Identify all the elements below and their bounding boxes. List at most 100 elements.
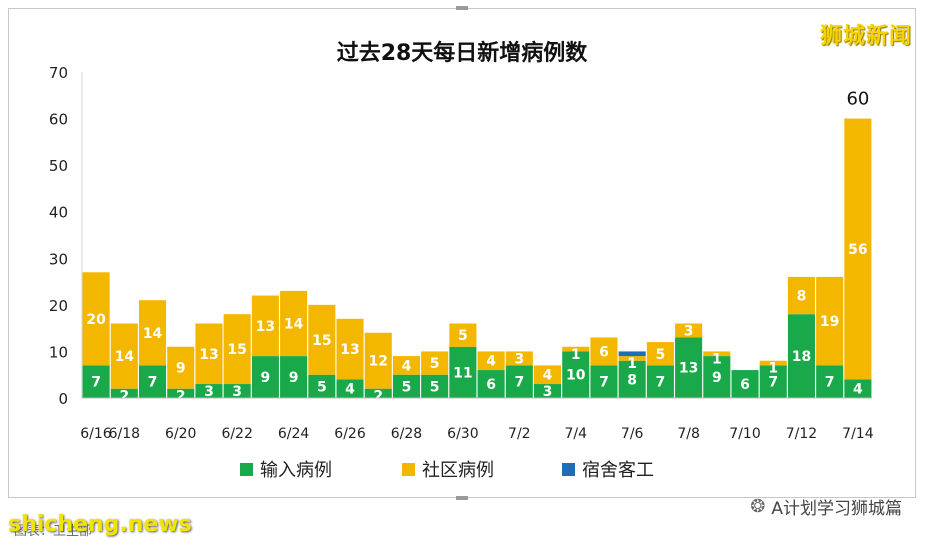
resize-handle-bottom[interactable] — [456, 496, 468, 500]
y-tick-label: 70 — [49, 64, 68, 82]
y-tick-label: 50 — [49, 157, 68, 175]
bars-group: 7202147142931331591391451541321254551156… — [82, 89, 872, 405]
bar-value-label: 8 — [797, 289, 807, 305]
y-tick-label: 0 — [58, 390, 68, 408]
legend-label: 社区病例 — [422, 460, 494, 481]
wechat-icon: ❂ — [750, 496, 766, 517]
bar-value-label: 1 — [712, 351, 722, 367]
site-watermark: shicheng.news — [8, 512, 192, 537]
brand-logo-text: 狮城新闻 — [819, 24, 912, 49]
bar-value-label: 19 — [820, 314, 839, 330]
bar-segment-community — [308, 304, 336, 375]
bar-segment-imported — [533, 384, 562, 398]
wechat-account-name: A计划学习狮城篇 — [771, 499, 902, 519]
bar-segment-community — [787, 276, 816, 315]
bar-value-label: 7 — [825, 375, 835, 391]
bar-value-label: 15 — [312, 333, 331, 349]
x-tick-label: 6/26 — [334, 426, 366, 442]
bar-segment-community — [138, 300, 167, 366]
bar-segment-community — [280, 290, 308, 357]
bar-segment-imported — [844, 379, 872, 398]
bar-segment-community — [759, 360, 787, 366]
bar-segment-imported — [505, 365, 533, 398]
x-tick-label: 6/20 — [165, 426, 196, 442]
x-axis: 6/166/18 6/20 6/22 6/24 6/26 6/28 6/30 7/2 7/4 7/… — [80, 397, 874, 442]
y-axis: 0 10 20 30 40 50 60 70 — [49, 64, 83, 408]
bar-value-label: 1 — [768, 361, 778, 377]
bar-value-label: 9 — [289, 370, 299, 386]
legend: 输入病例 社区病例 宿舍客工 — [240, 460, 654, 481]
bar-value-label: 11 — [453, 365, 472, 381]
source-caption: 图表：卫生部 — [14, 524, 93, 539]
wechat-watermark: ❂ A计划学习狮城篇 — [750, 494, 902, 519]
bar-segment-community — [675, 323, 703, 338]
bar-value-label: 7 — [599, 375, 609, 391]
bar-value-label: 7 — [768, 375, 778, 391]
bar-value-label: 6 — [740, 377, 750, 393]
x-tick-label: 6/16 — [80, 426, 112, 442]
bar-value-label: 5 — [317, 379, 327, 395]
bar-value-label: 4 — [543, 368, 553, 384]
bar-value-label: 3 — [232, 384, 242, 400]
bar-segment-imported — [590, 365, 618, 398]
bar-segment-imported — [167, 388, 195, 398]
bar-segment-imported — [816, 365, 844, 398]
bar-segment-community — [646, 342, 674, 366]
y-tick-label: 30 — [49, 250, 68, 268]
bar-segment-imported — [421, 374, 449, 398]
bar-segment-community — [110, 323, 138, 389]
legend-swatch — [240, 463, 253, 476]
bar-segment-imported — [731, 370, 759, 398]
bar-value-label: 6 — [599, 344, 609, 360]
bar-segment-imported — [759, 365, 787, 398]
bar-segment-community — [562, 346, 590, 352]
bar-segment-community — [590, 337, 618, 366]
bar-segment-community — [223, 314, 251, 385]
bar-segment-imported — [562, 351, 590, 398]
x-tick-label: 6/22 — [221, 426, 252, 442]
chart-title: 过去28天每日新增病例数 — [337, 40, 589, 66]
x-tick-label: 7/4 — [564, 426, 587, 442]
bar-value-label: 7 — [91, 375, 101, 391]
bar-segment-imported — [618, 360, 646, 398]
bar-segment-community — [251, 295, 279, 357]
legend-swatch — [562, 463, 575, 476]
x-tick-label: 6/28 — [391, 426, 422, 442]
bar-value-label: 6 — [486, 377, 496, 393]
bar-value-label: 5 — [458, 328, 468, 344]
resize-handle-top[interactable] — [456, 6, 468, 10]
bar-value-label: 5 — [430, 379, 440, 395]
bar-value-label: 18 — [792, 349, 811, 365]
bar-segment-community — [816, 276, 844, 366]
bar-value-label: 7 — [656, 375, 666, 391]
bar-value-label: 10 — [566, 368, 586, 384]
bar-value-label: 14 — [115, 349, 135, 365]
bar-value-label: 5 — [430, 356, 440, 372]
bar-value-label: 4 — [486, 354, 496, 370]
bar-value-label: 9 — [712, 370, 722, 386]
bar-segment-imported — [195, 384, 223, 398]
bar-value-label: 13 — [199, 347, 218, 363]
bar-segment-dormitory — [618, 351, 646, 357]
y-tick-label: 10 — [49, 343, 68, 361]
x-tick-label: 6/30 — [447, 426, 478, 442]
bar-segment-imported — [336, 379, 364, 398]
bar-value-label: 4 — [345, 382, 355, 398]
x-tick-label: 7/10 — [729, 426, 760, 442]
legend-swatch — [402, 463, 415, 476]
bar-segment-imported — [110, 388, 138, 398]
bar-value-label: 7 — [514, 375, 524, 391]
bar-segment-imported — [138, 365, 167, 398]
bar-value-label: 2 — [119, 389, 129, 405]
bar-value-label: 5 — [656, 347, 666, 363]
bar-segment-imported — [392, 374, 421, 398]
bar-segment-imported — [82, 365, 110, 398]
chart-frame — [8, 8, 916, 498]
bar-segment-community — [392, 356, 421, 375]
bar-segment-imported — [477, 370, 505, 398]
bar-value-label: 9 — [261, 370, 271, 386]
bar-segment-imported — [308, 374, 336, 398]
bar-value-label: 14 — [143, 326, 163, 342]
bar-value-label: 4 — [853, 382, 863, 398]
